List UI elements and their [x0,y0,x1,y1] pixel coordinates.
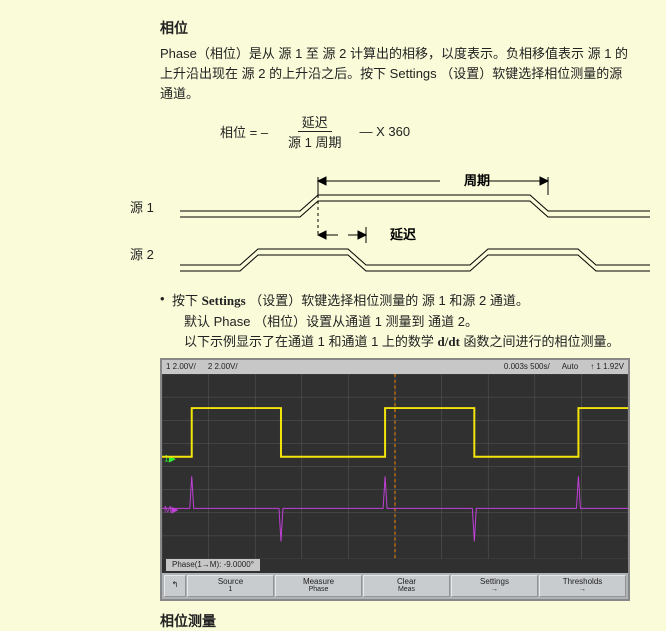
bullet3-post: 函数之间进行的相位测量。 [460,334,620,349]
scope-grid-svg: 1▶ M▶ [162,374,628,559]
scope-time: 0.003s 500s/ [504,362,550,371]
scope-softkey-bar: ↰Source1MeasurePhaseClearMeasSettings→Th… [162,573,628,599]
scope-ch2: 2 2.00V/ [208,362,238,371]
scope-softkey-4[interactable]: Thresholds→ [539,575,626,597]
scope-edge: ↑ 1 1.92V [590,362,624,371]
bullet2: 默认 Phase （相位）设置从通道 1 测量到 通道 2。 [172,312,636,332]
formula-rhs: — X 360 [360,124,411,139]
scope-softkey-2[interactable]: ClearMeas [363,575,450,597]
bullet1-bold: Settings [202,293,246,308]
svg-text:1▶: 1▶ [164,454,176,464]
oscilloscope-screenshot: 1 2.00V/ 2 2.00V/ 0.003s 500s/ Auto ↑ 1 … [160,358,630,601]
scope-topbar: 1 2.00V/ 2 2.00V/ 0.003s 500s/ Auto ↑ 1 … [162,360,628,374]
timing-diagram: 源 1 源 2 周期 延迟 [60,165,626,275]
scope-softkey-1[interactable]: MeasurePhase [275,575,362,597]
bullet1-post: （设置）软键选择相位测量的 源 1 和源 2 通道。 [246,293,529,308]
scope-softkey-return[interactable]: ↰ [164,575,186,597]
scope-status: Phase(1→M): -9.0000° [166,559,260,571]
formula-numerator: 延迟 [298,112,332,132]
delay-label: 延迟 [389,227,416,242]
diagram-src2-label: 源 2 [130,244,154,263]
period-label: 周期 [464,173,490,188]
timing-svg: 周期 延迟 [180,165,650,275]
section-heading: 相位 [160,18,634,38]
scope-trig: Auto [562,362,578,371]
svg-text:M▶: M▶ [164,504,178,514]
bullet3-pre: 以下示例显示了在通道 1 和通道 1 上的数学 [184,334,438,349]
scope-softkey-0[interactable]: Source1 [187,575,274,597]
diagram-src1-label: 源 1 [130,197,154,216]
figure-caption: 相位测量 [20,611,646,631]
bullet1-pre: 按下 [172,293,202,308]
section-para: Phase（相位）是从 源 1 至 源 2 计算出的相移，以度表示。负相移值表示… [160,44,634,104]
scope-softkey-3[interactable]: Settings→ [451,575,538,597]
scope-ch1: 1 2.00V/ [166,362,196,371]
bullet-dot: • [160,291,172,351]
bullet3-bold: d/dt [438,334,460,349]
formula-denominator: 源 1 周期 [284,132,345,151]
formula-lhs: 相位 = – [220,122,268,141]
phase-formula: 相位 = – 延迟 源 1 周期 — X 360 [160,112,634,151]
